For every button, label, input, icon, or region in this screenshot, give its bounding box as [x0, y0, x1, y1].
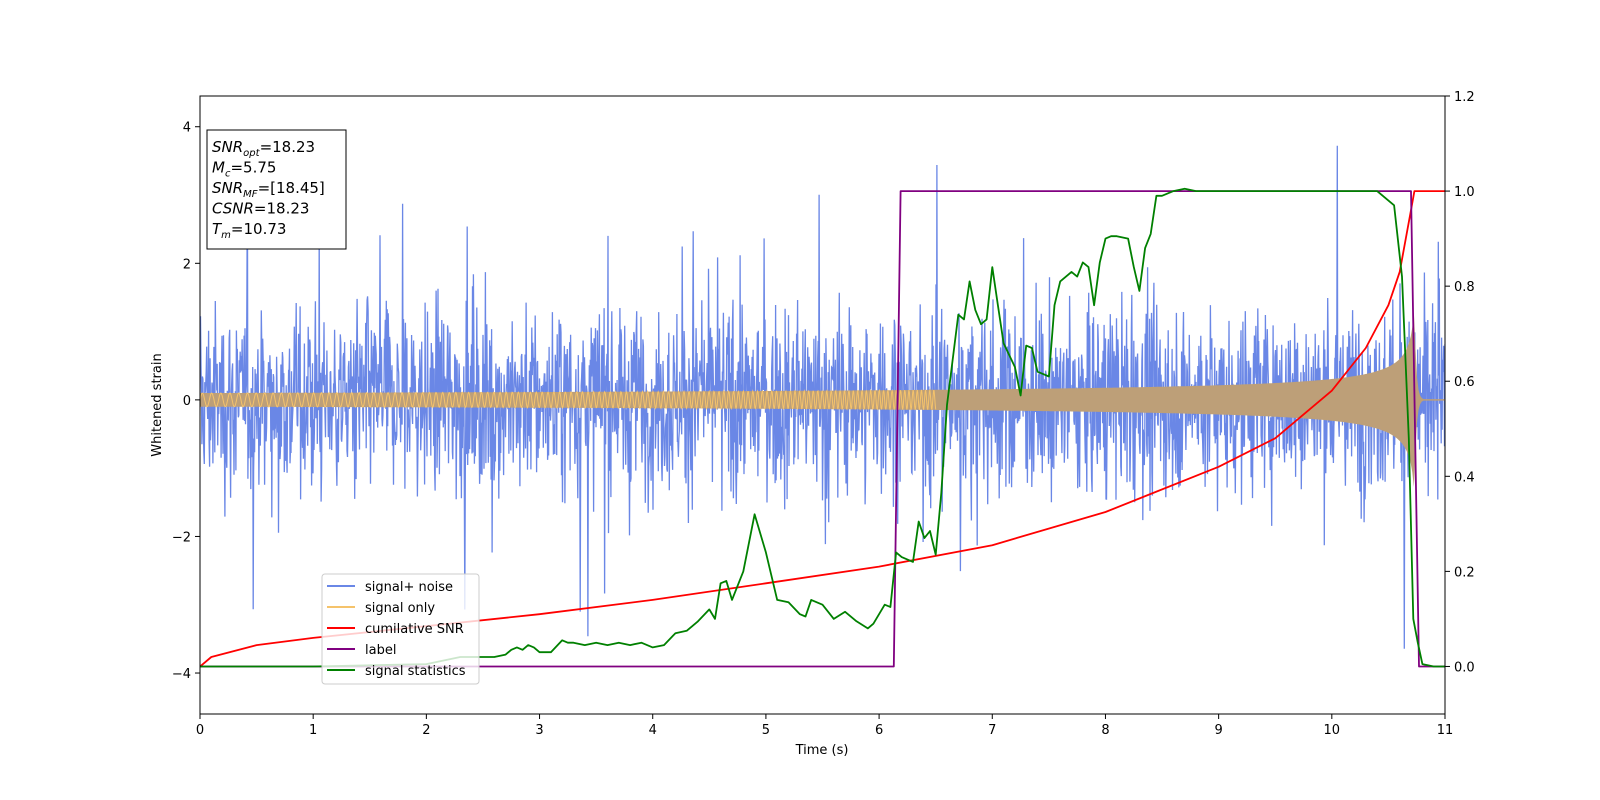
legend-label: label: [365, 643, 396, 658]
signal-statistics-line: [200, 187, 1445, 668]
info-line: CSNR=18.23: [212, 200, 309, 218]
x-tick-label: 8: [1101, 723, 1109, 738]
x-tick-label: 0: [196, 723, 204, 738]
y2-tick-label: 0.2: [1454, 565, 1475, 580]
y-tick-label: −4: [172, 667, 191, 682]
signal-only-line: [200, 388, 937, 411]
legend-frame: [321, 573, 480, 685]
x-tick-label: 6: [875, 723, 883, 738]
info-line: Tm=10.73: [212, 220, 286, 241]
x-tick-label: 3: [535, 723, 543, 738]
label-line: [200, 190, 1445, 668]
plot-area: [200, 145, 1445, 668]
legend-label: signal+ noise: [365, 580, 453, 595]
info-box: SNRopt=18.23Mc=5.75SNRMF=[18.45]CSNR=18.…: [206, 129, 347, 250]
x-tick-label: 2: [422, 723, 430, 738]
legend-label: signal statistics: [365, 664, 466, 679]
y2-tick-label: 0.0: [1454, 660, 1475, 675]
x-tick-label: 1: [309, 723, 317, 738]
info-box-frame: [206, 129, 347, 250]
info-line: Mc=5.75: [212, 159, 276, 180]
y2-tick-label: 1.0: [1454, 185, 1475, 200]
x-tick-label: 5: [762, 723, 770, 738]
y2-tick-label: 1.2: [1454, 90, 1475, 105]
y-axis-label: Whitened strain: [150, 353, 165, 456]
x-tick-label: 4: [649, 723, 657, 738]
signal-only-envelope: [200, 312, 1445, 487]
y2-tick-label: 0.6: [1454, 375, 1475, 390]
x-axis-label: Time (s): [795, 743, 849, 758]
y-tick-label: 0: [183, 394, 191, 409]
plot-frame: [199, 95, 1446, 715]
info-line: SNRopt=18.23: [212, 138, 315, 159]
info-line: SNRMF=[18.45]: [212, 179, 325, 200]
legend-label: cumilative SNR: [365, 622, 464, 637]
x-tick-label: 9: [1214, 723, 1222, 738]
x-tick-label: 11: [1437, 723, 1454, 738]
y2-tick-label: 0.8: [1454, 280, 1475, 295]
x-tick-label: 10: [1324, 723, 1341, 738]
legend-label: signal only: [365, 601, 435, 616]
axes: 0 1 2 3 4 5 6 7 8 9 10 11 −4 −2 0 2 4 0.0 0.2 0.4 0.6 0.8 1.0 1…: [172, 90, 1475, 738]
y-tick-label: −2: [172, 530, 191, 545]
y-tick-label: 2: [183, 257, 191, 272]
legend: signal+ noise signal only cumilative SNR la…: [321, 573, 480, 685]
y2-tick-label: 0.4: [1454, 470, 1475, 485]
y-tick-label: 4: [183, 121, 191, 136]
x-tick-label: 7: [988, 723, 996, 738]
